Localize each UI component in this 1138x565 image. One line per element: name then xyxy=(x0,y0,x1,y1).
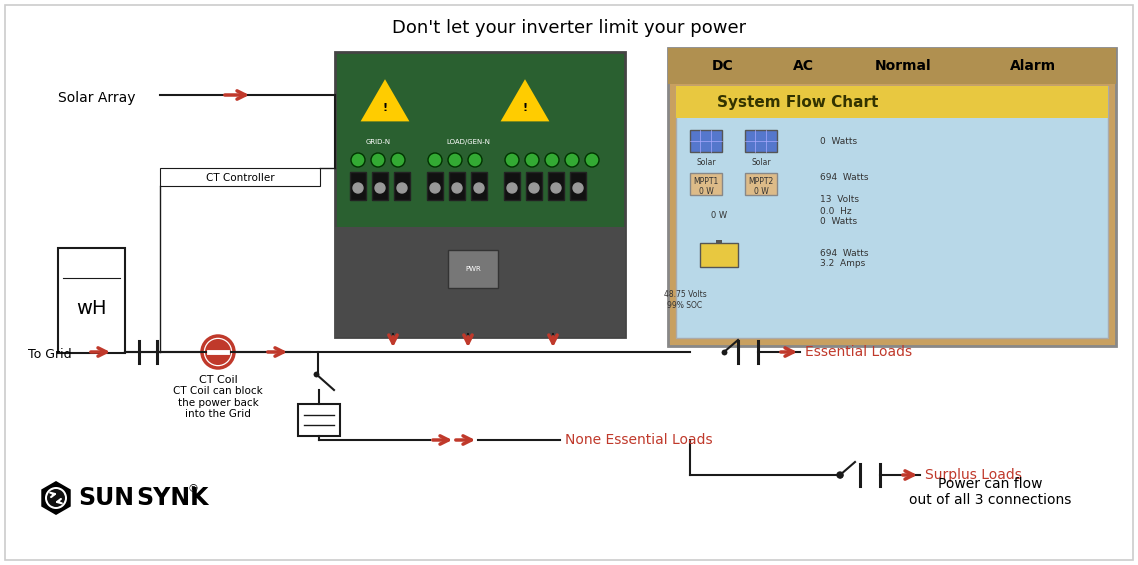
Bar xyxy=(526,172,542,200)
Text: wH: wH xyxy=(76,299,107,318)
Bar xyxy=(745,173,777,195)
Bar xyxy=(570,172,586,200)
Text: Surplus Loads: Surplus Loads xyxy=(925,468,1022,482)
Text: CT Coil can block
the power back
into the Grid: CT Coil can block the power back into th… xyxy=(173,386,263,419)
Bar xyxy=(690,130,721,152)
Polygon shape xyxy=(363,82,407,120)
Circle shape xyxy=(564,153,579,167)
Bar xyxy=(372,172,388,200)
Circle shape xyxy=(585,153,599,167)
Circle shape xyxy=(468,153,483,167)
Text: 0.0  Hz: 0.0 Hz xyxy=(820,206,851,215)
Bar xyxy=(58,248,125,353)
Bar xyxy=(676,86,1108,118)
Text: LOAD/GEN-N: LOAD/GEN-N xyxy=(446,139,490,145)
Bar xyxy=(335,52,625,337)
Polygon shape xyxy=(503,82,547,120)
Circle shape xyxy=(448,153,462,167)
Text: !: ! xyxy=(382,103,388,113)
Text: Solar: Solar xyxy=(751,158,770,167)
Circle shape xyxy=(529,183,539,193)
Text: SYNK: SYNK xyxy=(137,486,208,510)
Circle shape xyxy=(46,487,67,509)
Circle shape xyxy=(508,183,517,193)
Bar xyxy=(668,48,1116,346)
Circle shape xyxy=(205,339,231,365)
Bar xyxy=(160,168,320,186)
Circle shape xyxy=(574,183,583,193)
Polygon shape xyxy=(41,481,71,515)
Text: MPPT2: MPPT2 xyxy=(749,177,774,186)
Bar xyxy=(427,172,443,200)
Text: Solar: Solar xyxy=(696,158,716,167)
Bar xyxy=(448,250,498,288)
Circle shape xyxy=(838,472,843,478)
Text: 0 W: 0 W xyxy=(753,186,768,195)
Circle shape xyxy=(505,153,519,167)
Text: System Flow Chart: System Flow Chart xyxy=(717,94,879,110)
Circle shape xyxy=(371,153,385,167)
Text: 694  Watts: 694 Watts xyxy=(820,249,868,258)
Bar xyxy=(504,172,520,200)
Circle shape xyxy=(351,153,365,167)
Bar xyxy=(700,243,739,267)
Bar xyxy=(676,86,1108,338)
Circle shape xyxy=(551,183,561,193)
Bar xyxy=(471,172,487,200)
Circle shape xyxy=(203,336,234,368)
Text: CT Controller: CT Controller xyxy=(206,173,274,183)
Text: DC: DC xyxy=(712,59,734,73)
Circle shape xyxy=(47,489,65,507)
Circle shape xyxy=(376,183,385,193)
Text: None Essential Loads: None Essential Loads xyxy=(564,433,712,447)
Text: ®: ® xyxy=(188,484,199,494)
Text: 3.2  Amps: 3.2 Amps xyxy=(820,259,865,268)
Text: Don't let your inverter limit your power: Don't let your inverter limit your power xyxy=(391,19,747,37)
Text: 0 W: 0 W xyxy=(711,211,727,220)
Text: Essential Loads: Essential Loads xyxy=(805,345,913,359)
Text: Solar Array: Solar Array xyxy=(58,91,135,105)
Bar xyxy=(668,48,1116,84)
Bar xyxy=(745,130,777,152)
Text: 0  Watts: 0 Watts xyxy=(820,137,857,146)
Bar xyxy=(690,173,721,195)
Text: AC: AC xyxy=(792,59,814,73)
Text: Alarm: Alarm xyxy=(1009,59,1056,73)
Bar xyxy=(335,227,625,337)
Circle shape xyxy=(430,183,440,193)
Circle shape xyxy=(353,183,363,193)
Bar xyxy=(351,172,366,200)
Circle shape xyxy=(475,183,484,193)
Bar xyxy=(298,404,340,436)
Circle shape xyxy=(545,153,559,167)
Text: MPPT1: MPPT1 xyxy=(693,177,718,186)
Bar xyxy=(450,172,465,200)
Text: PWR: PWR xyxy=(465,266,481,272)
Text: 0 W: 0 W xyxy=(699,186,714,195)
Text: 13  Volts: 13 Volts xyxy=(820,195,859,205)
Text: CT Coil: CT Coil xyxy=(199,375,238,385)
Text: Power can flow
out of all 3 connections: Power can flow out of all 3 connections xyxy=(909,477,1071,507)
Circle shape xyxy=(452,183,462,193)
Text: !: ! xyxy=(522,103,528,113)
Bar xyxy=(549,172,564,200)
Circle shape xyxy=(391,153,405,167)
Text: 48.75 Volts
99% SOC: 48.75 Volts 99% SOC xyxy=(663,290,707,310)
Text: GRID-N: GRID-N xyxy=(365,139,390,145)
Circle shape xyxy=(397,183,407,193)
Text: SUN: SUN xyxy=(79,486,134,510)
Circle shape xyxy=(525,153,539,167)
Text: 0  Watts: 0 Watts xyxy=(820,218,857,227)
Text: 694  Watts: 694 Watts xyxy=(820,173,868,182)
Circle shape xyxy=(428,153,442,167)
Bar xyxy=(394,172,410,200)
Text: To Grid: To Grid xyxy=(28,349,72,362)
Bar xyxy=(716,240,721,244)
Text: Normal: Normal xyxy=(875,59,931,73)
